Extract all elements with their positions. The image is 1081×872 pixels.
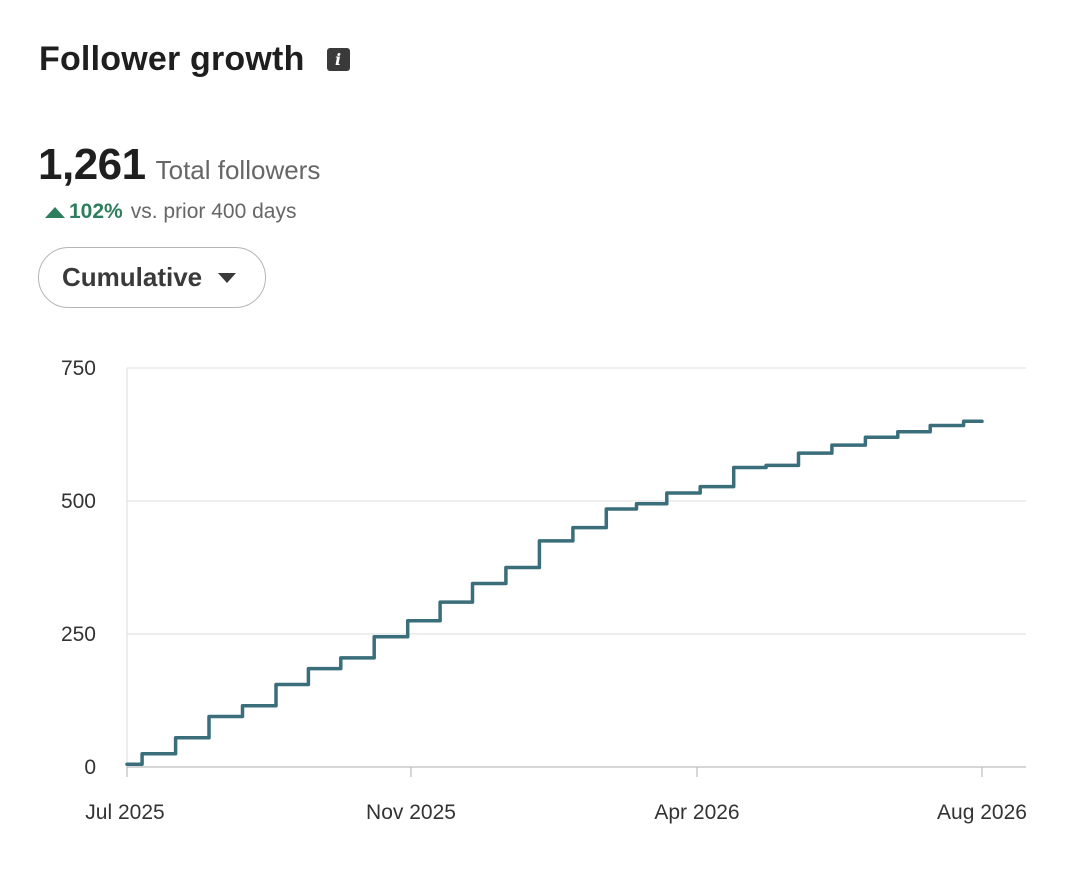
chevron-down-icon bbox=[218, 272, 237, 283]
x-tick-label: Jul 2025 bbox=[85, 801, 164, 824]
x-tick-label: Apr 2026 bbox=[654, 801, 739, 824]
dropdown-selected-label: Cumulative bbox=[62, 262, 203, 292]
y-tick-label: 750 bbox=[61, 357, 96, 380]
header: Follower growth i bbox=[39, 40, 350, 79]
change-value: 102% bbox=[69, 200, 123, 223]
follower-stats: 1,261 Total followers bbox=[38, 140, 320, 190]
info-icon[interactable]: i bbox=[326, 48, 350, 71]
view-mode-dropdown[interactable]: Cumulative bbox=[38, 247, 266, 308]
y-tick-label: 0 bbox=[84, 756, 96, 779]
follower-growth-chart: 0 250 500 750 Jul 2025 Nov 2025 Apr 2026 Aug 20… bbox=[61, 357, 1027, 824]
x-tick-label: Nov 2025 bbox=[366, 801, 456, 824]
triangle-up-icon bbox=[45, 206, 65, 218]
change-label: vs. prior 400 days bbox=[130, 200, 297, 223]
y-tick-label: 500 bbox=[61, 490, 96, 513]
series-line bbox=[125, 419, 984, 767]
x-tick-label: Aug 2026 bbox=[937, 801, 1027, 824]
page-title: Follower growth bbox=[39, 40, 305, 78]
total-followers-label: Total followers bbox=[155, 155, 321, 185]
growth-change: 102% vs. prior 400 days bbox=[45, 200, 296, 224]
total-followers-count: 1,261 bbox=[38, 140, 146, 189]
y-tick-label: 250 bbox=[61, 623, 96, 646]
